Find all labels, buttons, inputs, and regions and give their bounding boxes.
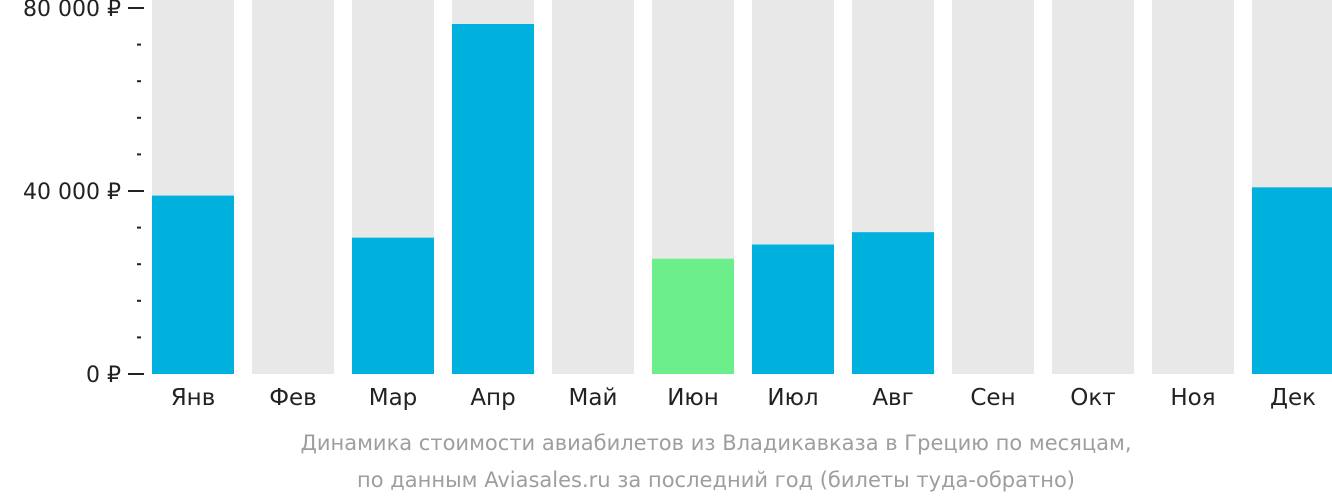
y-tick-label: 80 000 ₽ [23, 0, 121, 22]
bar-month-6 [652, 258, 734, 374]
x-tick-label-month-6: Июн [667, 385, 719, 411]
chart-caption-line-1: Динамика стоимости авиабилетов из Владик… [300, 431, 1132, 455]
bar-month-4 [452, 24, 534, 374]
bar-background-month-11 [1152, 0, 1234, 374]
bar-background-month-2 [252, 0, 334, 374]
x-tick-label-month-2: Фев [269, 385, 317, 411]
x-tick-label-month-9: Сен [970, 385, 1015, 411]
bar-month-1 [152, 195, 234, 374]
x-tick-label-month-11: Ноя [1170, 385, 1215, 411]
bar-background-month-9 [952, 0, 1034, 374]
y-tick-label: 0 ₽ [86, 363, 121, 388]
bar-background-month-5 [552, 0, 634, 374]
x-tick-label-month-1: Янв [171, 385, 216, 411]
bar-month-7 [752, 244, 834, 374]
bar-background-month-10 [1052, 0, 1134, 374]
chart-caption-line-2: по данным Aviasales.ru за последний год … [357, 468, 1075, 492]
x-tick-label-month-12: Дек [1270, 385, 1316, 411]
x-tick-label-month-3: Мар [369, 385, 418, 411]
x-tick-label-month-5: Май [569, 385, 618, 411]
x-tick-label-month-4: Апр [470, 385, 515, 411]
x-tick-label-month-7: Июл [767, 385, 818, 411]
bar-month-8 [852, 232, 934, 374]
x-tick-label-month-8: Авг [872, 385, 913, 411]
y-tick-label: 40 000 ₽ [23, 180, 121, 205]
x-tick-label-month-10: Окт [1070, 385, 1115, 411]
bar-month-12 [1252, 187, 1332, 374]
bar-month-3 [352, 237, 434, 374]
